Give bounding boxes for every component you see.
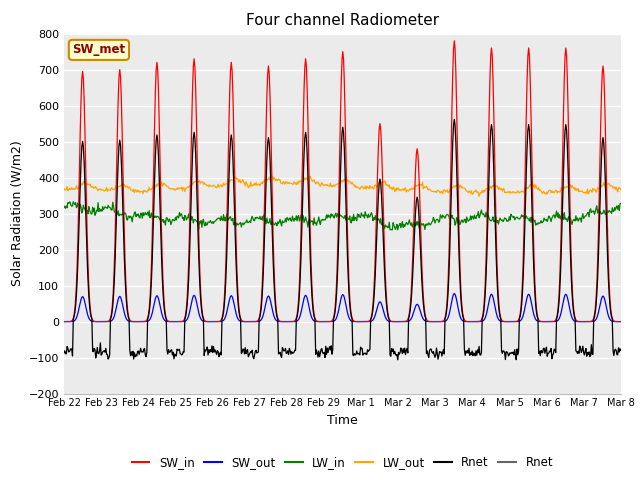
Text: SW_met: SW_met bbox=[72, 43, 125, 56]
X-axis label: Time: Time bbox=[327, 414, 358, 427]
Title: Four channel Radiometer: Four channel Radiometer bbox=[246, 13, 439, 28]
Y-axis label: Solar Radiation (W/m2): Solar Radiation (W/m2) bbox=[10, 141, 23, 287]
Legend: SW_in, SW_out, LW_in, LW_out, Rnet, Rnet: SW_in, SW_out, LW_in, LW_out, Rnet, Rnet bbox=[127, 452, 558, 474]
